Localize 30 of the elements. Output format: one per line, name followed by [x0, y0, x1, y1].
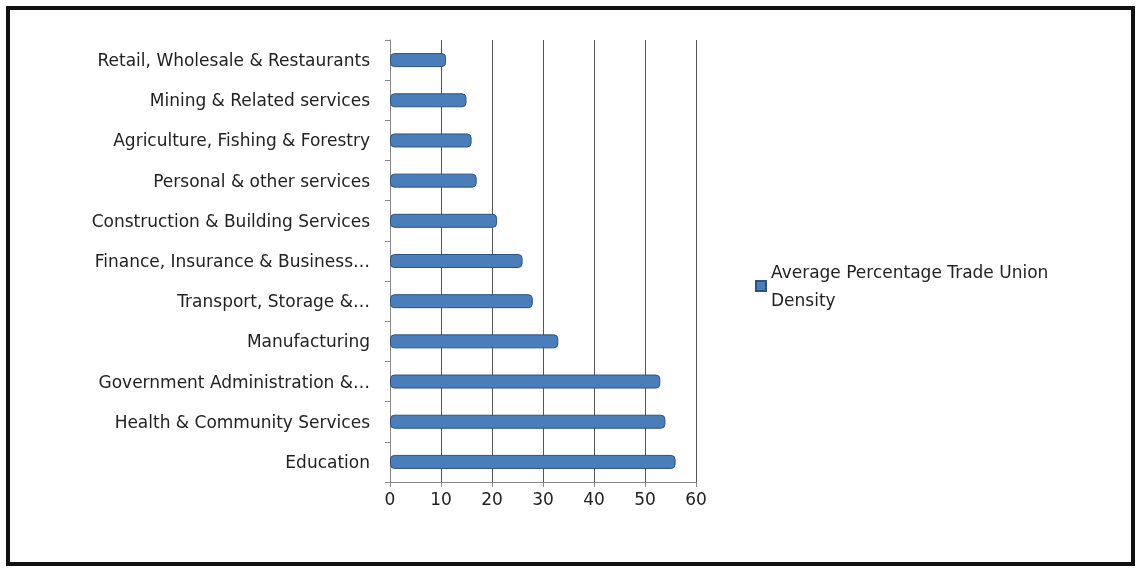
- y-tick-label: Education: [285, 451, 370, 472]
- x-tick-label: 0: [384, 488, 396, 509]
- legend-label: Average Percentage Trade Union Density: [771, 262, 1054, 310]
- y-tick-label: Personal & other services: [153, 170, 371, 191]
- y-tick-label: Government Administration &…: [98, 371, 370, 392]
- bar: [390, 294, 533, 309]
- y-tick-label: Health & Community Services: [114, 411, 371, 432]
- y-tick-label: Mining & Related services: [149, 90, 371, 111]
- y-tick-label: Retail, Wholesale & Restaurants: [97, 50, 371, 71]
- y-tick-label: Transport, Storage &…: [176, 291, 370, 312]
- bar: [390, 334, 559, 349]
- bar: [390, 173, 477, 188]
- bar: [390, 53, 447, 68]
- x-tick-label: 20: [481, 488, 503, 509]
- y-tick-label: Agriculture, Fishing & Forestry: [113, 130, 370, 151]
- y-tick-label: Construction & Building Services: [91, 210, 371, 231]
- x-tick-label: 40: [583, 488, 605, 509]
- bar: [390, 93, 467, 108]
- x-tick-label: 50: [634, 488, 656, 509]
- bar: [390, 454, 676, 469]
- y-tick-label: Manufacturing: [246, 331, 370, 352]
- x-tick-label: 60: [685, 488, 707, 509]
- bar: [390, 213, 498, 228]
- bar: [390, 133, 472, 148]
- x-tick-label: 30: [532, 488, 554, 509]
- bar: [390, 254, 523, 268]
- bar: [390, 414, 666, 429]
- x-tick-label: 10: [430, 488, 452, 509]
- y-tick-label: Finance, Insurance & Business…: [94, 251, 370, 271]
- bar: [390, 374, 661, 389]
